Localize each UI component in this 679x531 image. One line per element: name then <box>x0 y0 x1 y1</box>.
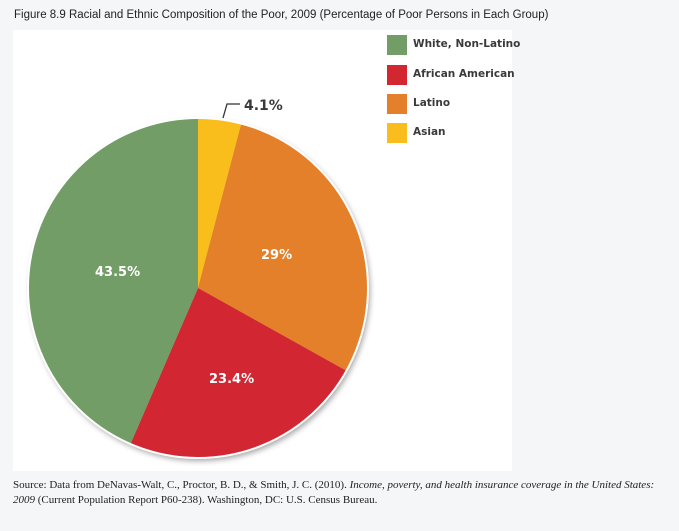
pie-rim <box>27 117 369 459</box>
asian-callout-label: 4.1% <box>244 98 283 114</box>
white-slice-label: 43.5% <box>95 265 140 280</box>
pie-slice-african-american <box>130 288 347 459</box>
legend-swatch-white <box>387 35 407 55</box>
chart-panel: 4.1% 43.5% 29% 23.4% White, Non-Latino A… <box>13 30 520 471</box>
legend-label-white: White, Non-Latino <box>413 38 521 50</box>
chart-title: Figure 8.9 Racial and Ethnic Composition… <box>14 9 549 21</box>
legend-label-african-american: African American <box>413 68 515 80</box>
pie-slices <box>27 118 368 459</box>
legend-swatch-asian <box>387 123 407 143</box>
source-prefix: Source: Data from DeNavas-Walt, C., Proc… <box>13 479 350 491</box>
legend-label-asian: Asian <box>413 126 446 138</box>
legend-label-latino: Latino <box>413 97 451 109</box>
legend-swatch-latino <box>387 94 407 114</box>
pie-slice-white <box>27 118 198 445</box>
source-suffix: (Current Population Report P60-238). Was… <box>35 494 378 506</box>
african-american-slice-label: 23.4% <box>209 372 254 387</box>
source-citation: Source: Data from DeNavas-Walt, C., Proc… <box>13 478 678 508</box>
pie-chart: 4.1% 43.5% 29% 23.4% <box>27 98 369 459</box>
pie-slice-latino <box>198 123 368 371</box>
legend-swatch-african-american <box>387 65 407 85</box>
asian-callout-line <box>222 103 240 119</box>
pie-slice-asian <box>198 118 242 288</box>
source-title: Income, poverty, and health insurance co… <box>13 479 655 506</box>
latino-slice-label: 29% <box>261 248 292 263</box>
